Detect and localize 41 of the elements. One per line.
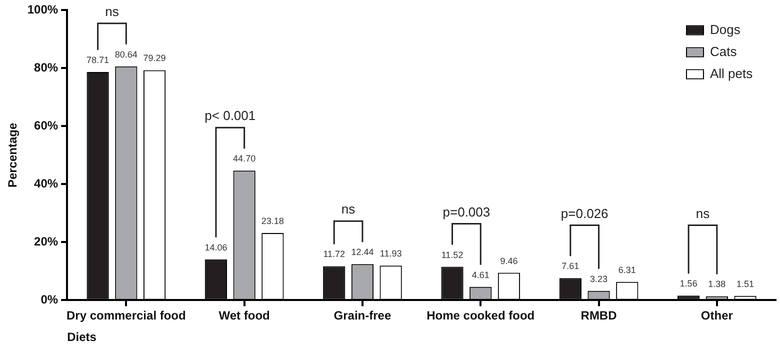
y-axis-title: Percentage (6, 122, 20, 188)
y-tick-label: 0% (40, 292, 58, 307)
text: 3.23 (590, 274, 608, 284)
annotation: p=0.003 (442, 204, 490, 220)
x-tick-label: Home cooked food (426, 308, 535, 323)
text: 1.38 (708, 279, 726, 290)
text: 11.72 (323, 249, 346, 260)
legend-label: All pets (710, 66, 754, 81)
annotation: ns (696, 206, 710, 221)
text: 23.18 (261, 216, 284, 226)
y-tick-label: 80% (34, 60, 58, 75)
annotation: p< 0.001 (204, 108, 256, 124)
text: 78.71 (86, 54, 110, 65)
annotation: ns (105, 4, 120, 19)
text: 1.56 (680, 278, 698, 289)
annotation: p=0.026 (560, 206, 608, 221)
y-tick-label: 100% (27, 2, 58, 17)
text: 7.61 (562, 261, 580, 272)
x-axis-title: Diets (67, 330, 97, 344)
legend-label: Dogs (710, 22, 741, 37)
text: 1.51 (736, 278, 754, 289)
text: 11.52 (441, 250, 464, 260)
text: 44.70 (233, 154, 256, 164)
y-tick-label: 40% (34, 176, 58, 191)
x-tick-label: Other (700, 308, 734, 323)
text: 12.44 (351, 247, 374, 258)
x-tick-label: Wet food (218, 308, 270, 323)
text: 9.46 (500, 256, 518, 266)
y-tick-label: 20% (34, 234, 58, 249)
text: 80.64 (114, 49, 138, 60)
annotation: ns (341, 202, 356, 217)
y-tick-label: 60% (34, 118, 58, 133)
text: 4.61 (472, 270, 490, 280)
x-tick-label: Grain-free (334, 308, 392, 323)
text: 14.06 (204, 242, 228, 252)
x-tick-label: Dry commercial food (66, 308, 186, 323)
x-tick-label: RMBD (580, 308, 618, 323)
text: 6.31 (618, 264, 636, 275)
legend-label: Cats (710, 44, 738, 59)
text: 11.93 (380, 248, 402, 259)
text: 79.29 (143, 53, 166, 64)
